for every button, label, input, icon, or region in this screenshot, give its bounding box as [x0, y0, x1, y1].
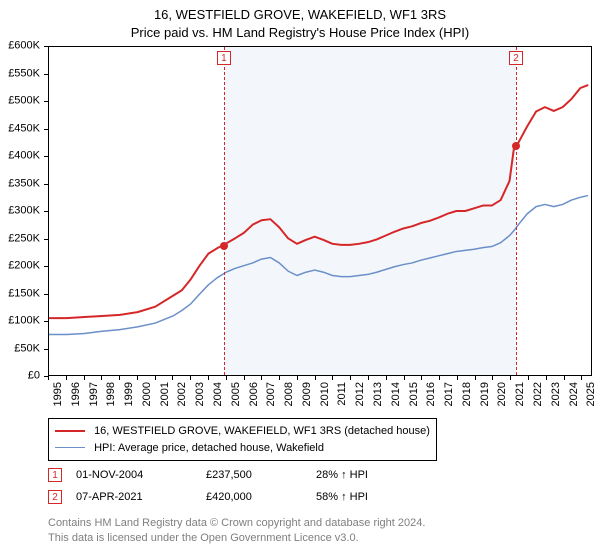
- annot-marker-2: 2: [48, 490, 62, 504]
- x-tick-label: 2000: [141, 382, 153, 406]
- y-tick-label: £150K: [8, 288, 40, 299]
- annot-date-1: 01-NOV-2004: [76, 469, 206, 481]
- marker-box-1-label: 1: [221, 53, 227, 64]
- legend-row-1: 16, WESTFIELD GROVE, WAKEFIELD, WF1 3RS …: [55, 423, 430, 440]
- x-tick-label: 2001: [159, 382, 171, 406]
- x-axis-labels: 1995 1996 1997 1998 1999 2000 2001 2002 2003 2004…: [48, 382, 592, 422]
- annotation-table: 1 01-NOV-2004 £237,500 28% ↑ HPI 2 07-AP…: [48, 464, 368, 508]
- attribution-line-2: This data is licensed under the Open Gov…: [48, 531, 425, 546]
- sale-point-2: [512, 142, 520, 150]
- annot-row-2: 2 07-APR-2021 £420,000 58% ↑ HPI: [48, 486, 368, 508]
- legend-label-1: 16, WESTFIELD GROVE, WAKEFIELD, WF1 3RS …: [94, 425, 430, 437]
- y-tick-label: £100K: [8, 316, 40, 327]
- x-tick-label: 1998: [105, 382, 117, 406]
- x-tick-label: 2013: [372, 382, 384, 406]
- annot-price-1: £237,500: [206, 469, 316, 481]
- x-tick-label: 2019: [479, 382, 491, 406]
- x-tick-label: 2024: [568, 382, 580, 406]
- x-tick-label: 2009: [301, 382, 313, 406]
- marker-vline-2: [516, 47, 517, 375]
- plot-area: 1 2: [48, 46, 592, 376]
- x-tick-label: 2018: [461, 382, 473, 406]
- marker-box-2-label: 2: [513, 53, 519, 64]
- y-tick-label: £350K: [8, 178, 40, 189]
- annot-marker-1: 1: [48, 468, 62, 482]
- x-tick-label: 2012: [354, 382, 366, 406]
- y-tick-label: £250K: [8, 233, 40, 244]
- y-tick-label: £400K: [8, 151, 40, 162]
- y-tick-label: £300K: [8, 206, 40, 217]
- y-tick-label: £200K: [8, 261, 40, 272]
- legend: 16, WESTFIELD GROVE, WAKEFIELD, WF1 3RS …: [48, 418, 437, 461]
- y-tick-label: £550K: [8, 68, 40, 79]
- x-tick-label: 2002: [176, 382, 188, 406]
- marker-vline-1: [224, 47, 225, 375]
- x-tick-label: 2006: [248, 382, 260, 406]
- x-tick-label: 2023: [550, 382, 562, 406]
- x-tick-label: 2008: [283, 382, 295, 406]
- sale-point-1: [220, 242, 228, 250]
- x-tick-label: 1999: [123, 382, 135, 406]
- titles: 16, WESTFIELD GROVE, WAKEFIELD, WF1 3RS …: [0, 0, 600, 42]
- x-tick-label: 2017: [443, 382, 455, 406]
- x-tick-label: 1997: [88, 382, 100, 406]
- x-tick-label: 2016: [425, 382, 437, 406]
- marker-box-2: 2: [509, 51, 523, 65]
- series-line-price_paid: [49, 85, 587, 318]
- annot-delta-1: 28% ↑ HPI: [316, 469, 368, 481]
- y-axis-labels: £0£50K£100K£150K£200K£250K£300K£350K£400…: [0, 46, 44, 376]
- annot-price-2: £420,000: [206, 491, 316, 503]
- x-tick-label: 2010: [319, 382, 331, 406]
- figure: 16, WESTFIELD GROVE, WAKEFIELD, WF1 3RS …: [0, 0, 600, 560]
- x-tick-label: 2020: [496, 382, 508, 406]
- x-tick-label: 2004: [212, 382, 224, 406]
- attribution: Contains HM Land Registry data © Crown c…: [48, 516, 425, 546]
- x-tick-label: 2005: [230, 382, 242, 406]
- legend-swatch-1: [55, 430, 85, 432]
- x-tick-label: 2007: [265, 382, 277, 406]
- annot-date-2: 07-APR-2021: [76, 491, 206, 503]
- x-tick-label: 2022: [532, 382, 544, 406]
- legend-swatch-2: [55, 447, 85, 448]
- y-tick-label: £0: [28, 371, 40, 382]
- x-tick-label: 2021: [514, 382, 526, 406]
- y-tick-label: £50K: [14, 343, 40, 354]
- y-tick-label: £450K: [8, 123, 40, 134]
- y-tick-label: £600K: [8, 41, 40, 52]
- marker-box-1: 1: [217, 51, 231, 65]
- line-series-svg: [49, 47, 591, 375]
- x-tick-label: 2015: [408, 382, 420, 406]
- title-main: 16, WESTFIELD GROVE, WAKEFIELD, WF1 3RS: [0, 6, 600, 24]
- title-sub: Price paid vs. HM Land Registry's House …: [0, 24, 600, 42]
- x-tick-label: 2011: [336, 382, 348, 406]
- x-tick-label: 1996: [70, 382, 82, 406]
- attribution-line-1: Contains HM Land Registry data © Crown c…: [48, 516, 425, 531]
- x-tick-label: 2025: [585, 382, 597, 406]
- legend-label-2: HPI: Average price, detached house, Wake…: [94, 442, 324, 454]
- x-tick-label: 2003: [194, 382, 206, 406]
- legend-row-2: HPI: Average price, detached house, Wake…: [55, 440, 430, 457]
- x-tick-label: 2014: [390, 382, 402, 406]
- x-tick-label: 1995: [52, 382, 64, 406]
- annot-row-1: 1 01-NOV-2004 £237,500 28% ↑ HPI: [48, 464, 368, 486]
- annot-delta-2: 58% ↑ HPI: [316, 491, 368, 503]
- y-tick-label: £500K: [8, 96, 40, 107]
